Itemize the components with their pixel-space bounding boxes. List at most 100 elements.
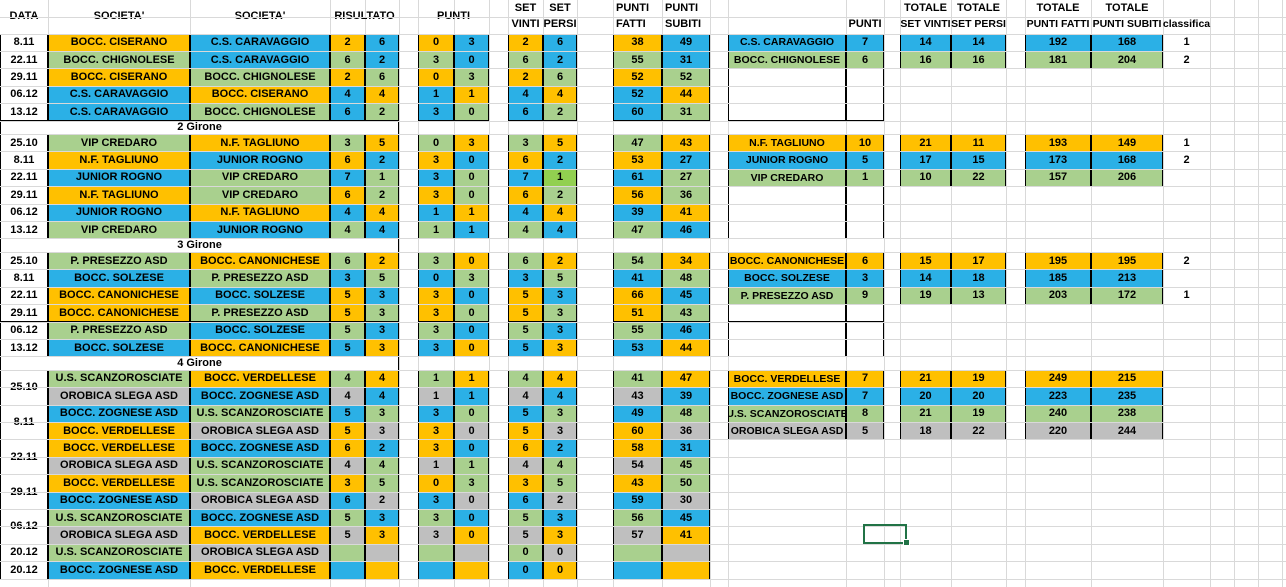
standings-punti-cell-empty[interactable]: [846, 85, 884, 105]
set-vinti-cell[interactable]: 4: [508, 85, 543, 105]
classifica-cell[interactable]: 2: [1183, 254, 1190, 267]
standings-punti-cell-empty[interactable]: [846, 321, 884, 340]
set-persi-cell[interactable]: 5: [543, 134, 577, 153]
standings-team-cell[interactable]: U.S. SCANZOROSCIATE: [728, 404, 846, 423]
tot-set-persi-cell[interactable]: 11: [951, 134, 1006, 153]
standings-team-cell-empty[interactable]: [728, 85, 846, 105]
punti-subiti-cell[interactable]: 43: [662, 304, 710, 323]
punti-fatti-cell[interactable]: 59: [613, 491, 662, 510]
result-cell-home[interactable]: 4: [330, 456, 365, 476]
punti-fatti-cell[interactable]: 49: [613, 404, 662, 423]
date-cell[interactable]: 22.11: [0, 50, 48, 70]
punti-cell-away[interactable]: 0: [454, 321, 489, 340]
result-cell-home[interactable]: 4: [330, 369, 365, 389]
team-cell-home[interactable]: P. PRESEZZO ASD: [48, 321, 190, 340]
standings-team-cell[interactable]: JUNIOR ROGNO: [728, 151, 846, 170]
set-persi-cell[interactable]: 1: [543, 168, 577, 188]
punti-cell-away[interactable]: 0: [454, 103, 489, 122]
standings-team-cell[interactable]: BOCC. SOLZESE: [728, 269, 846, 288]
tot-punti-subiti-cell[interactable]: 195: [1091, 251, 1163, 271]
header-set-persi[interactable]: SET: [549, 2, 571, 15]
set-persi-cell[interactable]: 4: [543, 221, 577, 240]
set-vinti-cell[interactable]: 2: [508, 33, 543, 52]
date-cell[interactable]: 25.10: [0, 251, 48, 271]
punti-cell-home[interactable]: 3: [418, 168, 454, 188]
punti-cell-home[interactable]: 3: [418, 491, 454, 510]
punti-fatti-cell[interactable]: 57: [613, 526, 662, 545]
header-set-vinti[interactable]: SET: [514, 2, 537, 15]
tot-set-vinti-cell[interactable]: 19: [900, 286, 951, 306]
date-cell[interactable]: 13.12: [0, 221, 48, 240]
result-cell-away[interactable]: 4: [365, 221, 399, 240]
punti-fatti-cell[interactable]: 51: [613, 304, 662, 323]
tot-set-persi-cell[interactable]: 18: [951, 269, 1006, 288]
punti-subiti-cell[interactable]: 44: [662, 338, 710, 358]
result-cell-home[interactable]: 3: [330, 474, 365, 493]
punti-fatti-cell[interactable]: 66: [613, 286, 662, 306]
date-cell[interactable]: 29.11: [0, 186, 48, 205]
punti-cell-home[interactable]: 3: [418, 251, 454, 271]
team-cell-home[interactable]: N.F. TAGLIUNO: [48, 186, 190, 205]
set-vinti-cell[interactable]: 5: [508, 509, 543, 528]
tot-set-vinti-cell[interactable]: 20: [900, 387, 951, 406]
team-cell-away[interactable]: OROBICA SLEGA ASD: [190, 543, 330, 563]
standings-punti-cell-empty[interactable]: [846, 186, 884, 205]
standings-team-cell[interactable]: P. PRESEZZO ASD: [728, 286, 846, 306]
punti-cell-away[interactable]: 3: [454, 68, 489, 87]
punti-subiti-cell[interactable]: 41: [662, 526, 710, 545]
date-cell[interactable]: 25.10: [0, 134, 48, 153]
result-cell-home[interactable]: 5: [330, 286, 365, 306]
header-totale-set-vinti[interactable]: SET VINTI: [900, 18, 951, 30]
tot-set-persi-cell[interactable]: 22: [951, 422, 1006, 441]
team-cell-home[interactable]: JUNIOR ROGNO: [48, 168, 190, 188]
result-cell-home[interactable]: 6: [330, 103, 365, 122]
tot-set-vinti-cell[interactable]: 18: [900, 422, 951, 441]
result-cell-away[interactable]: 6: [365, 68, 399, 87]
standings-team-cell[interactable]: N.F. TAGLIUNO: [728, 134, 846, 153]
set-persi-cell[interactable]: 3: [543, 286, 577, 306]
punti-cell-away[interactable]: 3: [454, 134, 489, 153]
team-cell-home[interactable]: C.S. CARAVAGGIO: [48, 103, 190, 122]
punti-cell-away[interactable]: 0: [454, 251, 489, 271]
punti-cell-home[interactable]: 3: [418, 151, 454, 170]
team-cell-away[interactable]: VIP CREDARO: [190, 168, 330, 188]
result-cell-away[interactable]: 3: [365, 321, 399, 340]
team-cell-away[interactable]: BOCC. SOLZESE: [190, 321, 330, 340]
set-persi-cell[interactable]: 0: [543, 561, 577, 580]
punti-fatti-cell[interactable]: 60: [613, 422, 662, 441]
standings-team-cell-empty[interactable]: [728, 338, 846, 358]
standings-team-cell[interactable]: VIP CREDARO: [728, 168, 846, 188]
result-cell-home[interactable]: [330, 561, 365, 580]
set-vinti-cell[interactable]: 5: [508, 526, 543, 545]
set-persi-cell[interactable]: 3: [543, 526, 577, 545]
tot-punti-fatti-cell[interactable]: 249: [1025, 369, 1091, 389]
team-cell-home[interactable]: OROBICA SLEGA ASD: [48, 456, 190, 476]
classifica-cell[interactable]: 1: [1183, 136, 1190, 149]
team-cell-home[interactable]: BOCC. CISERANO: [48, 68, 190, 87]
result-cell-home[interactable]: 2: [330, 33, 365, 52]
tot-set-vinti-cell[interactable]: 17: [900, 151, 951, 170]
tot-set-persi-cell[interactable]: 19: [951, 369, 1006, 389]
result-cell-home[interactable]: [330, 543, 365, 563]
tot-punti-subiti-cell[interactable]: 238: [1091, 404, 1163, 423]
standings-punti-cell[interactable]: 6: [846, 251, 884, 271]
punti-cell-home[interactable]: 0: [418, 269, 454, 288]
team-cell-home[interactable]: BOCC. CANONICHESE: [48, 304, 190, 323]
classifica-cell[interactable]: 1: [1183, 36, 1190, 49]
date-cell[interactable]: 13.12: [0, 338, 48, 358]
punti-fatti-cell[interactable]: 55: [613, 321, 662, 340]
team-cell-away[interactable]: C.S. CARAVAGGIO: [190, 50, 330, 70]
result-cell-away[interactable]: 3: [365, 338, 399, 358]
tot-set-persi-cell[interactable]: 20: [951, 387, 1006, 406]
set-vinti-cell[interactable]: 4: [508, 369, 543, 389]
tot-set-persi-cell[interactable]: 15: [951, 151, 1006, 170]
punti-subiti-cell[interactable]: 46: [662, 321, 710, 340]
punti-cell-away[interactable]: 0: [454, 338, 489, 358]
punti-cell-home[interactable]: 0: [418, 134, 454, 153]
punti-cell-home[interactable]: 3: [418, 338, 454, 358]
header-punti-subiti[interactable]: SUBITI: [665, 17, 702, 30]
set-persi-cell[interactable]: 4: [543, 369, 577, 389]
result-cell-home[interactable]: 3: [330, 269, 365, 288]
result-cell-home[interactable]: 5: [330, 509, 365, 528]
punti-subiti-cell[interactable]: 52: [662, 68, 710, 87]
